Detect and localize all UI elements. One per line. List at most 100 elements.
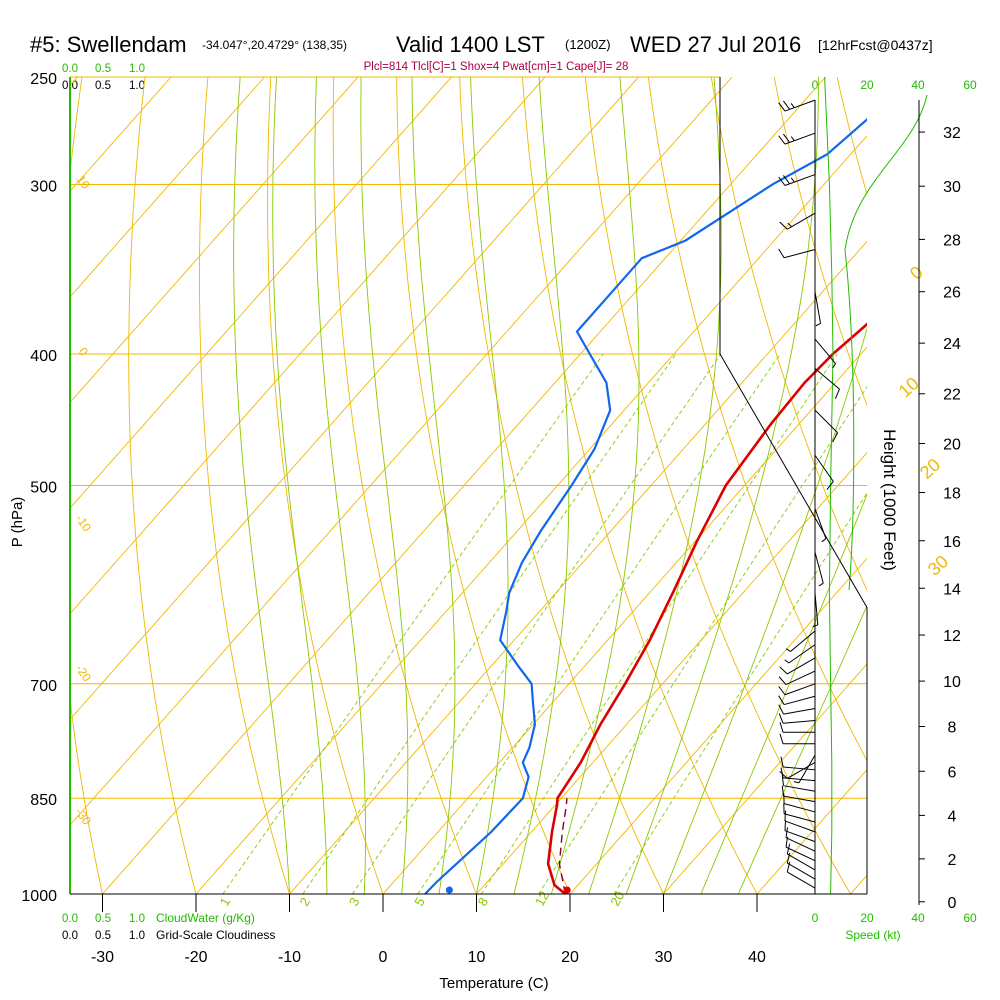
wind-barb-staff <box>798 754 816 784</box>
wind-barb-flag <box>786 861 791 873</box>
wind-barb-staff <box>787 871 816 889</box>
wind-barb-half-flag <box>785 648 791 652</box>
wind-barb-flag <box>782 100 791 110</box>
mixing-ratio-label: 8 <box>475 895 492 909</box>
stability-indices: Plcl=814 Tlcl[C]=1 Shox=4 Pwat[cm]=1 Cap… <box>364 61 629 73</box>
chart-title: #5: Swellendam -34.047°,20.4729° (138,35… <box>30 32 933 73</box>
isotherm-line <box>756 769 867 894</box>
wind-barb-staff <box>785 837 816 852</box>
wind-barb-flag <box>785 827 789 838</box>
wind-barb-staff <box>783 785 816 792</box>
dry-adiabat-line <box>773 77 867 407</box>
moist-adiabat-line <box>470 77 509 894</box>
wind-barb-flag <box>780 756 784 768</box>
wind-barb <box>778 174 816 186</box>
wind-barb <box>779 212 816 230</box>
mixing-ratio-line <box>302 353 677 894</box>
wind-barb-staff <box>783 813 816 823</box>
wind-barb <box>814 291 822 327</box>
speed-scale-bottom: 0 20 40 60 Speed (kt) <box>812 911 977 942</box>
wind-barb <box>814 338 836 369</box>
wind-barb <box>779 762 816 779</box>
wind-barb-flag <box>784 820 787 831</box>
pressure-tick-label: 1000 <box>21 888 57 905</box>
height-tick-label: 22 <box>943 387 961 404</box>
wind-barb <box>778 683 816 696</box>
cloud-bottom-tick-1: 0.5 <box>95 913 111 925</box>
title-forecast: [12hrFcst@0437z] <box>818 37 933 53</box>
wind-barb-staff <box>787 862 816 880</box>
cloudiness-label: Grid-Scale Cloudiness <box>156 928 275 942</box>
pressure-tick-label: 700 <box>30 678 57 695</box>
wind-barb-staff <box>783 248 816 259</box>
pressure-tick-label: 300 <box>30 178 57 195</box>
wind-barb-staff <box>787 657 816 675</box>
x-tick-label: -10 <box>278 949 301 966</box>
dry-adiabat-line <box>267 77 384 894</box>
wind-barb-flag <box>778 713 784 724</box>
cloud-scale-bottom: 0.0 0.5 1.0 CloudWater (g/Kg) 0.0 0.5 1.… <box>62 911 275 942</box>
speed-top-40: 40 <box>911 78 925 92</box>
wind-barb-staff <box>787 212 816 230</box>
cloudiness-tick-2: 1.0 <box>129 930 145 942</box>
wind-barb <box>779 733 815 745</box>
wind-barb-flag <box>832 432 839 443</box>
dry-adiabat-line <box>584 77 851 894</box>
dry-adiabat-line <box>710 77 867 592</box>
dry-adiabat-line <box>70 77 103 894</box>
moist-adiabat-line <box>314 77 366 894</box>
wind-barb <box>814 409 839 443</box>
wind-barb-staff <box>783 795 816 803</box>
wind-barb <box>779 657 816 675</box>
height-axis-title: Height (1000 Feet) <box>880 429 899 571</box>
sounding-traces <box>424 118 867 894</box>
wind-barb-flag <box>779 722 784 733</box>
wind-barb-flag <box>778 695 785 705</box>
wind-panel <box>778 76 928 895</box>
wind-barb <box>784 810 816 833</box>
dry-adiabat-line <box>647 77 867 762</box>
pressure-tick-label: 500 <box>30 480 57 497</box>
wind-barb <box>778 704 816 715</box>
x-axis-title: Temperature (C) <box>439 975 548 992</box>
wind-barb-half-flag <box>818 582 824 587</box>
cloud-top-black-tick-1: 0.5 <box>95 80 111 92</box>
wind-speed-upper-profile <box>844 94 928 591</box>
dry-adiabat-line <box>963 77 1000 894</box>
title-station: #5: Swellendam <box>30 32 187 57</box>
wind-barb-half-flag <box>790 136 795 141</box>
x-tick-label: -30 <box>91 949 114 966</box>
wind-barb-flag <box>780 767 784 778</box>
wind-barb-flag <box>782 133 791 143</box>
moist-adiabat-line <box>272 77 328 894</box>
height-tick-label: 20 <box>943 437 961 454</box>
pressure-tick-label: 400 <box>30 348 57 365</box>
speed-top-0: 0 <box>812 78 819 92</box>
wind-barb-flag <box>779 733 784 744</box>
height-tick-label: 4 <box>948 808 957 825</box>
isotherm-line <box>289 240 867 894</box>
wind-barb-flag <box>778 248 785 259</box>
moist-adiabat-line <box>360 77 409 894</box>
wind-barb-flag <box>778 102 786 112</box>
moist-adiabat-line <box>588 77 722 894</box>
speed-bottom-60: 60 <box>963 911 977 925</box>
wind-barb-staff <box>783 766 816 771</box>
right-boundary-line <box>719 77 868 894</box>
parcel-trace <box>558 798 568 894</box>
wind-barb-staff <box>784 683 816 696</box>
wind-barb-staff <box>784 99 816 112</box>
mixing-ratio-label: 2 <box>296 895 313 909</box>
wind-barb <box>814 368 840 399</box>
isotherm-line <box>70 77 639 721</box>
wind-barb-staff <box>783 720 816 724</box>
pressure-tick-label: 250 <box>30 71 57 88</box>
cloudiness-tick-0: 0.0 <box>62 930 78 942</box>
moist-adiabat-line <box>663 327 867 894</box>
height-tick-label: 18 <box>943 486 961 503</box>
x-tick-label: -20 <box>184 949 207 966</box>
isotherm-label: 20 <box>916 455 944 483</box>
height-tick-label: 6 <box>948 764 957 781</box>
surface-temperature-dot <box>563 886 571 894</box>
wind-barb-staff <box>790 630 816 652</box>
